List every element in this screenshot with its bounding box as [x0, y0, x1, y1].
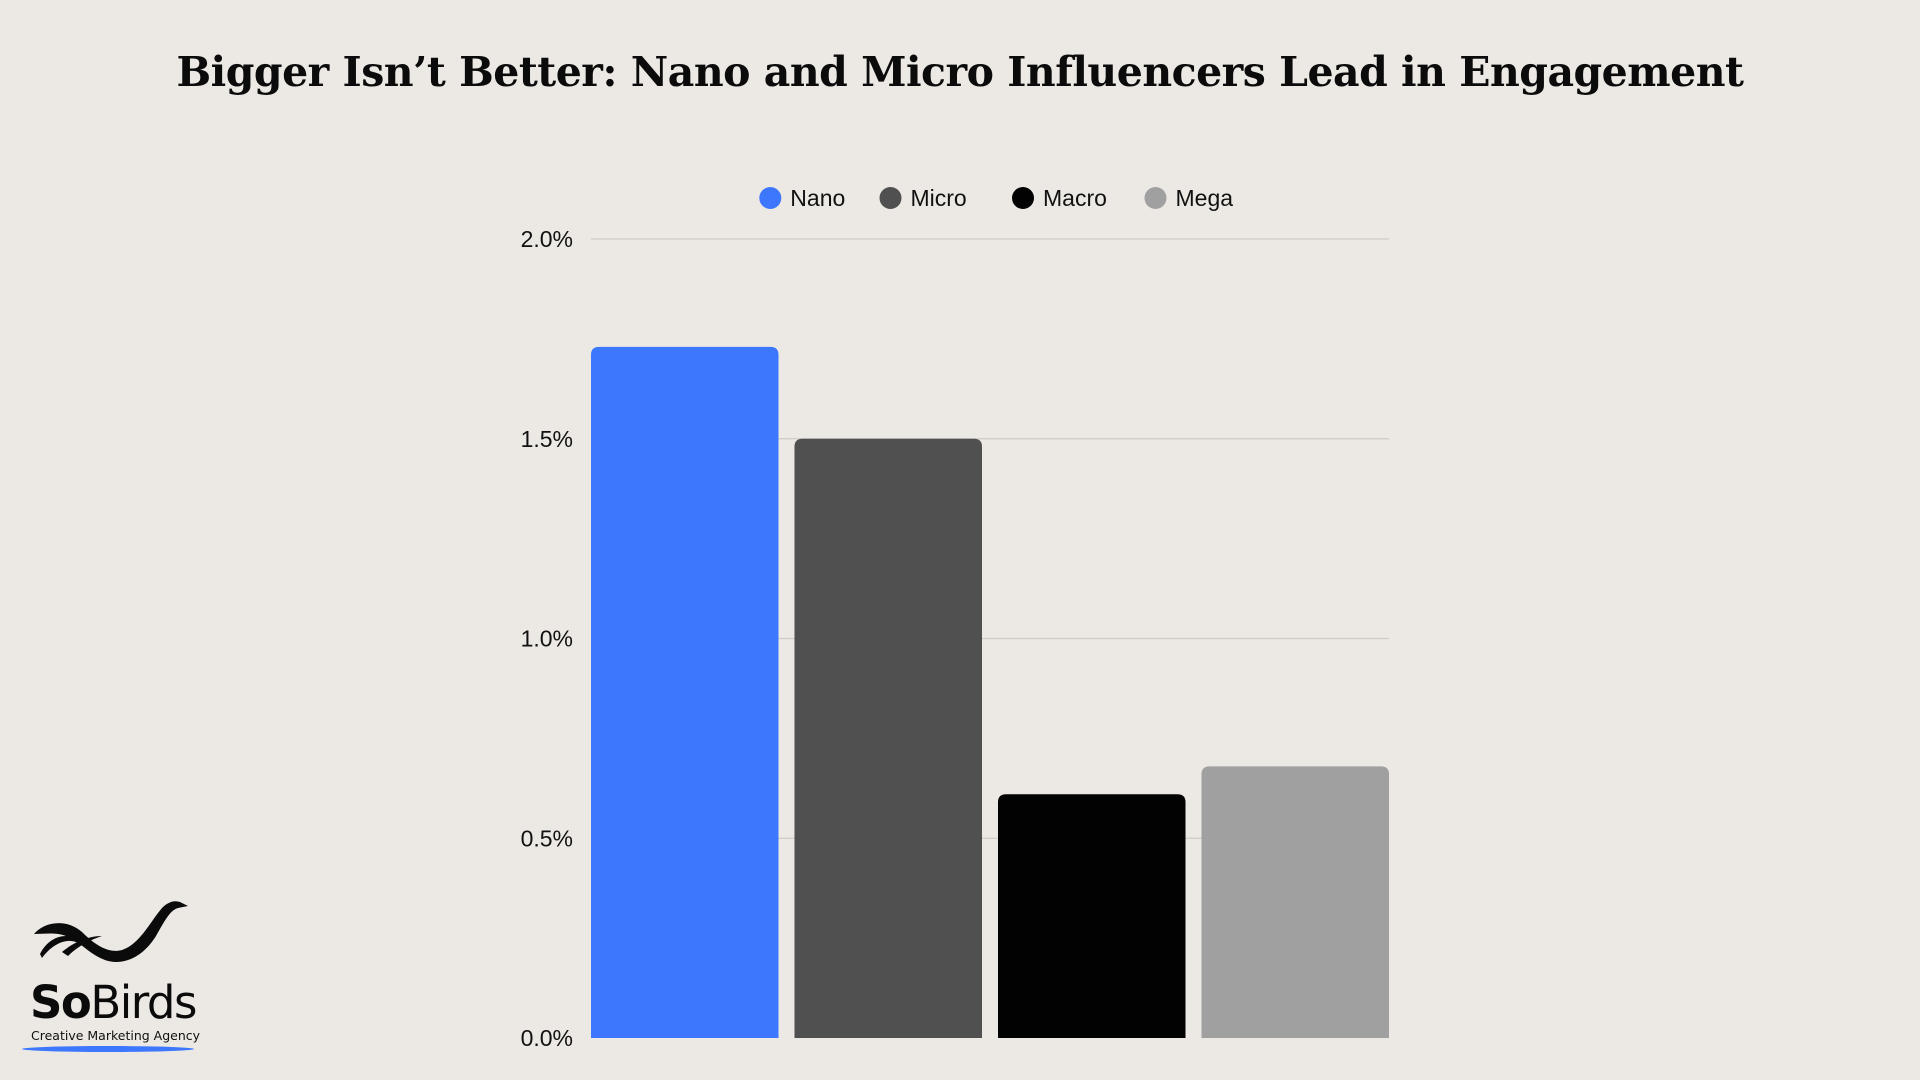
sobirds-logo: SoBirds Creative Marketing Agency — [22, 892, 202, 1062]
logo-wordmark-bold: So — [30, 976, 92, 1029]
chart-title: Bigger Isn’t Better: Nano and Micro Infl… — [176, 48, 1744, 96]
logo-underline — [22, 1046, 194, 1052]
bar-micro — [794, 438, 982, 1038]
legend-label-micro: Micro — [911, 185, 967, 211]
legend-label-macro: Macro — [1043, 185, 1107, 211]
legend-marker-micro — [879, 187, 902, 209]
legend-marker-nano — [759, 187, 782, 209]
legend-marker-mega — [1144, 187, 1167, 209]
bar-macro — [998, 794, 1186, 1038]
y-tick-label: 0.0% — [521, 1025, 573, 1051]
y-tick-label: 1.0% — [521, 626, 573, 652]
y-tick-label: 1.5% — [521, 426, 573, 452]
legend-label-mega: Mega — [1176, 185, 1234, 211]
y-tick-label: 2.0% — [521, 226, 573, 252]
logo-wordmark: SoBirds — [30, 980, 197, 1025]
bird-icon — [34, 901, 188, 962]
legend-label-nano: Nano — [790, 185, 845, 211]
legend-marker-macro — [1012, 187, 1034, 209]
y-tick-label: 0.5% — [521, 825, 573, 851]
logo-wordmark-light: Birds — [90, 976, 197, 1029]
bar-mega — [1201, 766, 1389, 1038]
logo-tagline: Creative Marketing Agency — [31, 1028, 201, 1043]
bar-nano — [591, 346, 779, 1038]
